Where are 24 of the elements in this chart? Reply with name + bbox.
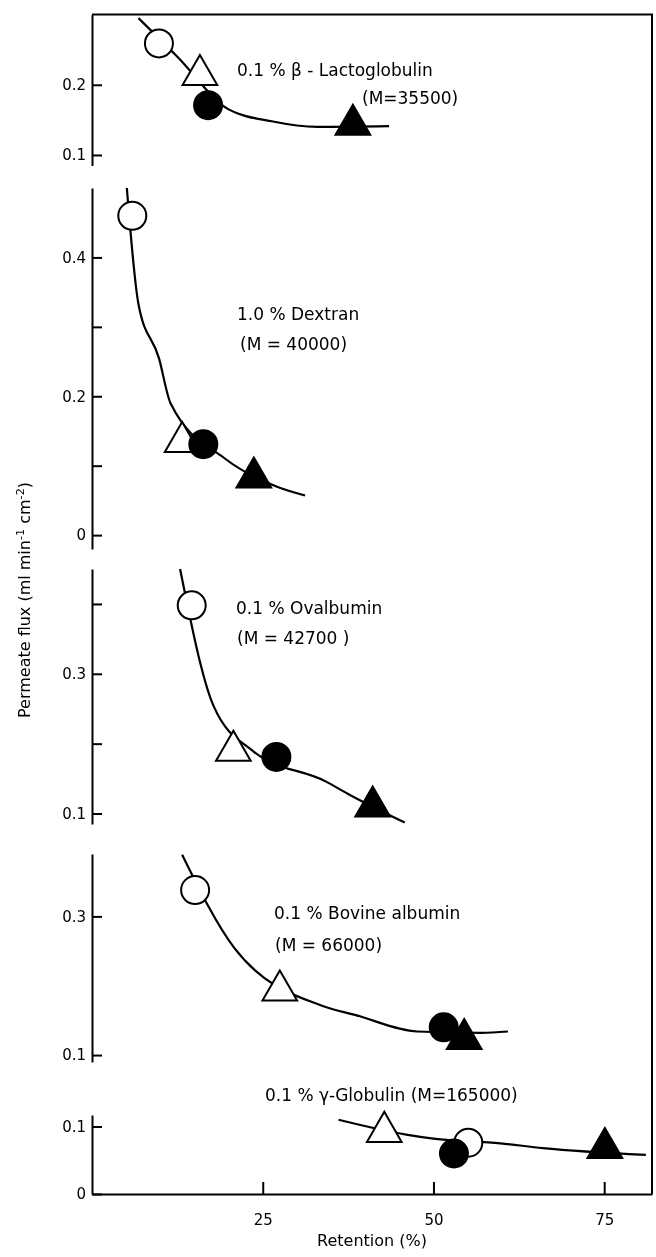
y-tick-label: 0.1 bbox=[62, 1117, 86, 1136]
y-tick-label: 0.4 bbox=[62, 248, 86, 267]
text: 0.1 % γ-Globulin (M=165000) bbox=[265, 1085, 518, 1105]
y-tick-label: 0.1 bbox=[62, 146, 86, 165]
annotation: 0.1 % Ovalbumin bbox=[236, 598, 383, 618]
annotation: (M = 42700 ) bbox=[237, 628, 350, 648]
annotation: (M = 40000) bbox=[240, 334, 348, 354]
x-tick-label: 25 bbox=[253, 1210, 273, 1229]
y-tick-label: 0.3 bbox=[62, 665, 86, 684]
x-tick-label: 50 bbox=[424, 1210, 444, 1229]
annotation: 1.0 % Dextran bbox=[237, 304, 360, 324]
y-tick-label: 0 bbox=[76, 1185, 86, 1204]
y-tick-label: 0.2 bbox=[62, 76, 86, 95]
annotation: 0.1 % β - Lactoglobulin bbox=[237, 60, 433, 80]
x-tick-label: 75 bbox=[595, 1210, 615, 1229]
annotation: 0.1 % Bovine albumin bbox=[274, 903, 461, 923]
y-tick-label: 0.1 bbox=[62, 804, 86, 823]
y-tick-label: 0 bbox=[76, 526, 86, 545]
y-tick-label: 0.2 bbox=[62, 387, 86, 406]
x-axis-title: Retention (%) bbox=[317, 1231, 427, 1250]
y-tick-label: 0.3 bbox=[62, 907, 86, 926]
y-tick-label: 0.1 bbox=[62, 1046, 86, 1065]
annotation: (M = 66000) bbox=[275, 935, 383, 955]
annotation: (M=35500) bbox=[362, 88, 459, 108]
